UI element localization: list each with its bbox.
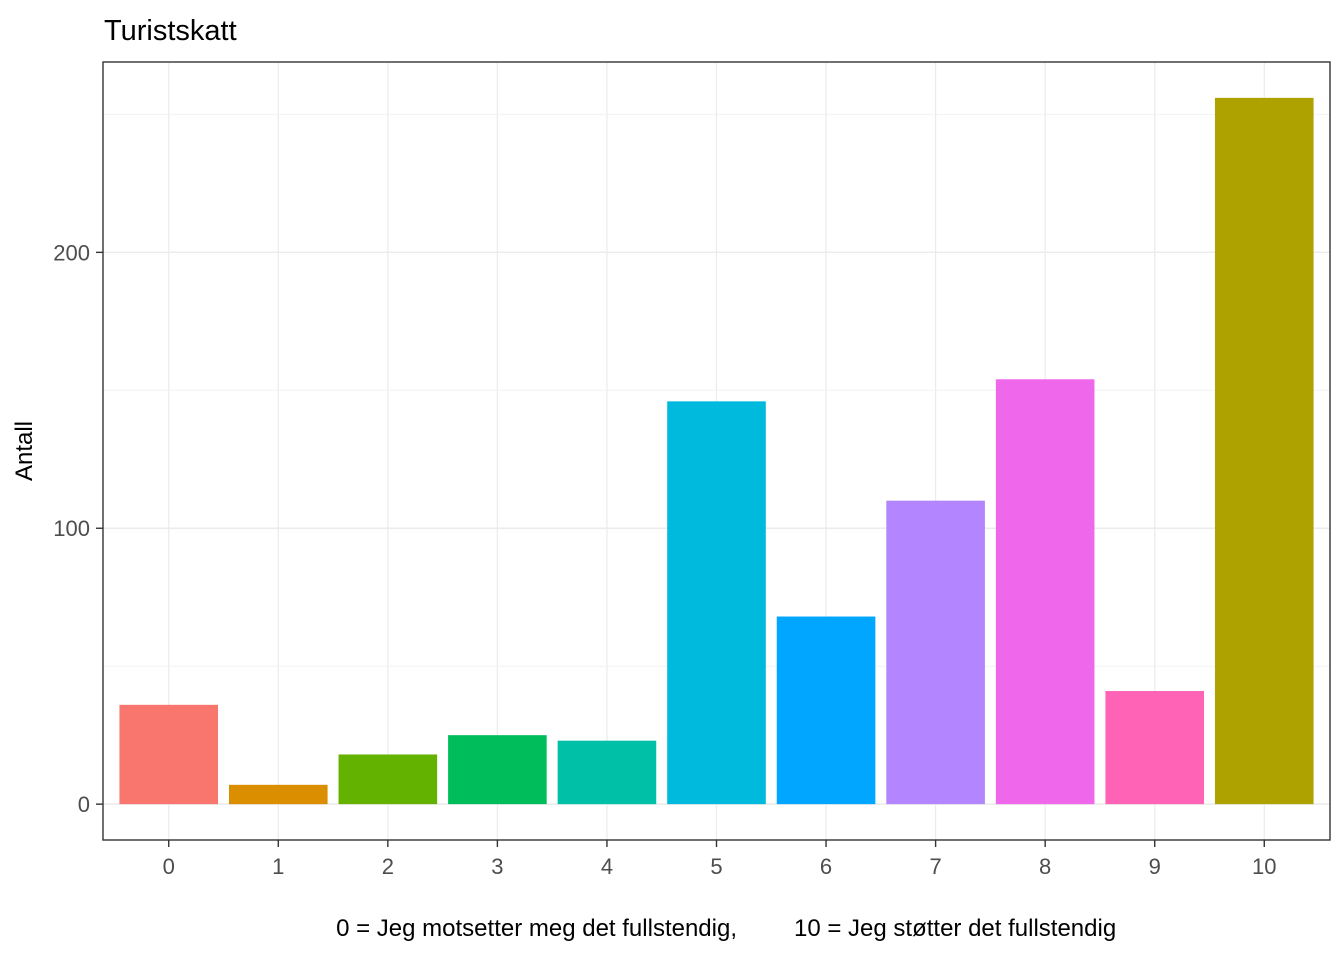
x-tick-label: 3 bbox=[491, 854, 503, 879]
bar-category-0 bbox=[119, 704, 219, 805]
y-axis-title: Antall bbox=[11, 421, 38, 481]
bar-category-9 bbox=[1105, 691, 1205, 805]
y-tick-label: 100 bbox=[53, 516, 90, 541]
bar-category-8 bbox=[995, 379, 1095, 805]
x-tick-label: 9 bbox=[1149, 854, 1161, 879]
chart-title: Turistskatt bbox=[104, 15, 237, 47]
y-tick-label: 200 bbox=[53, 240, 90, 265]
bar-category-1 bbox=[228, 784, 328, 805]
x-tick-label: 2 bbox=[382, 854, 394, 879]
x-tick-label: 5 bbox=[710, 854, 722, 879]
x-axis-label-right: 10 = Jeg støtter det fullstendig bbox=[794, 915, 1116, 942]
bar-category-3 bbox=[448, 735, 547, 805]
y-tick-label: 0 bbox=[78, 792, 90, 817]
x-axis-label-left: 0 = Jeg motsetter meg det fullstendig, bbox=[336, 915, 737, 942]
x-tick-label: 8 bbox=[1039, 854, 1051, 879]
x-tick-label: 4 bbox=[601, 854, 613, 879]
x-tick-label: 7 bbox=[929, 854, 941, 879]
x-tick-label: 10 bbox=[1252, 854, 1276, 879]
x-tick-label: 1 bbox=[272, 854, 284, 879]
x-tick-label: 6 bbox=[820, 854, 832, 879]
bar-category-7 bbox=[886, 500, 985, 805]
plot-area: 0 100 200 0 1 2 3 4 5 6 7 8 9 10 bbox=[53, 61, 1331, 879]
bar-category-10 bbox=[1214, 97, 1314, 805]
bar-category-4 bbox=[557, 740, 657, 805]
x-tick-label: 0 bbox=[163, 854, 175, 879]
bar-category-2 bbox=[338, 754, 438, 805]
bar-category-6 bbox=[776, 616, 876, 805]
bar-category-5 bbox=[667, 401, 766, 805]
